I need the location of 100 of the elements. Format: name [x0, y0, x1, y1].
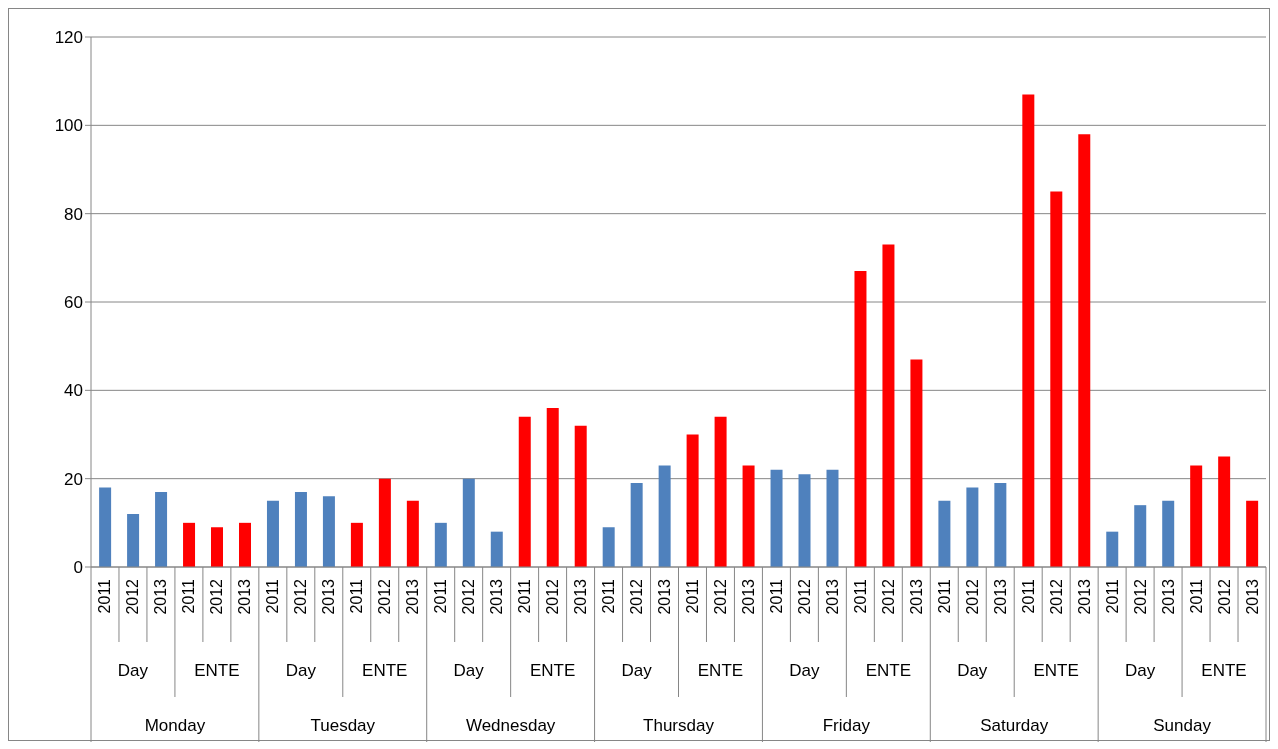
x-tick-label: 2011	[935, 578, 953, 614]
x-tick-label: 2011	[683, 578, 701, 614]
text: Thursday	[643, 715, 715, 735]
bar	[490, 531, 503, 567]
text: Day	[285, 660, 317, 680]
y-tick-label: 80	[64, 204, 83, 224]
bar	[798, 474, 811, 567]
x-tick-label: 2012	[376, 578, 394, 615]
y-tick-label: 20	[64, 469, 83, 489]
x-tick-label: 2012	[1215, 578, 1233, 615]
x-tick-label: 2013	[1075, 578, 1093, 615]
x-tick-label: 2012	[879, 578, 897, 615]
text: Saturday	[980, 715, 1049, 735]
y-tick-label: 40	[64, 381, 83, 401]
x-tick-label: 2011	[432, 578, 450, 614]
text: ENTE	[529, 660, 576, 680]
text: ENTE	[865, 660, 911, 680]
x-tick-label: 2011	[96, 578, 114, 614]
bar	[826, 469, 839, 567]
bar	[155, 491, 168, 567]
bar	[966, 487, 979, 567]
x-tick-label: 2012	[460, 578, 478, 615]
x-tick-label: 2012	[795, 578, 813, 615]
text: ENTE	[697, 660, 744, 680]
x-tick-label: 2013	[991, 578, 1009, 615]
bar	[406, 500, 419, 567]
x-tick-label: 2013	[404, 578, 422, 615]
bar	[546, 408, 559, 567]
x-tick-label: 2013	[1243, 578, 1261, 615]
text: Day	[1124, 660, 1156, 680]
y-tick-label: 0	[73, 558, 83, 578]
text: Monday	[144, 715, 206, 735]
bar	[1190, 465, 1203, 567]
bar	[183, 522, 196, 567]
text: Tuesday	[310, 715, 376, 735]
bar	[462, 478, 475, 567]
bar	[630, 483, 643, 567]
bar	[854, 271, 867, 567]
bar	[266, 500, 279, 567]
bar	[322, 496, 335, 567]
text: ENTE	[1033, 660, 1079, 680]
bar	[350, 522, 363, 567]
text: ENTE	[1201, 660, 1247, 680]
bar	[742, 465, 755, 567]
bar	[1162, 500, 1175, 567]
text: Day	[117, 660, 149, 680]
x-tick-label: 2013	[656, 578, 674, 615]
bar	[294, 491, 307, 567]
x-tick-label: 2012	[1131, 578, 1149, 615]
x-tick-label: 2012	[1047, 578, 1065, 615]
x-tick-label: 2012	[124, 578, 142, 615]
text: ENTE	[362, 660, 408, 680]
x-tick-label: 2011	[180, 578, 198, 614]
x-tick-label: 2013	[152, 578, 170, 615]
bar	[686, 434, 699, 567]
bar	[938, 500, 951, 567]
x-tick-label: 2013	[1159, 578, 1177, 615]
x-tick-label: 2011	[516, 578, 534, 614]
x-tick-label: 2011	[1019, 578, 1037, 614]
x-tick-label: 2012	[208, 578, 226, 615]
bar	[518, 416, 531, 567]
x-tick-label: 2013	[739, 578, 757, 615]
bar	[1050, 191, 1063, 567]
x-tick-label: 2013	[823, 578, 841, 615]
x-tick-label: 2012	[963, 578, 981, 615]
text: ENTE	[194, 660, 240, 680]
bar	[1246, 500, 1259, 567]
text: Day	[453, 660, 485, 680]
x-tick-label: 2011	[851, 578, 869, 614]
x-tick-label: 2012	[711, 578, 729, 615]
bar	[994, 483, 1007, 567]
bar	[378, 478, 391, 567]
bar	[211, 527, 224, 567]
y-tick-label: 100	[54, 116, 83, 136]
bar	[574, 425, 587, 567]
x-tick-label: 2011	[767, 578, 785, 614]
bar	[238, 522, 251, 567]
x-tick-label: 2011	[600, 578, 618, 614]
x-tick-label: 2011	[1103, 578, 1121, 614]
bar	[1134, 505, 1147, 567]
text: Day	[957, 660, 988, 680]
bar	[434, 522, 447, 567]
x-tick-label: 2013	[572, 578, 590, 615]
bar	[99, 487, 112, 567]
text: Friday	[822, 715, 871, 735]
text: Wednesday	[465, 715, 556, 735]
bar	[882, 244, 895, 567]
bar	[1218, 456, 1231, 567]
bar	[1106, 531, 1119, 567]
x-tick-label: 2013	[320, 578, 338, 615]
bar	[714, 416, 727, 567]
x-tick-label: 2011	[348, 578, 366, 614]
x-tick-label: 2012	[544, 578, 562, 615]
text: Sunday	[1153, 715, 1212, 735]
x-tick-label: 2013	[236, 578, 254, 615]
bar	[1022, 94, 1035, 567]
x-tick-label: 2012	[292, 578, 310, 615]
bar	[910, 359, 923, 567]
y-tick-label: 60	[64, 293, 83, 313]
x-tick-label: 2013	[907, 578, 925, 615]
